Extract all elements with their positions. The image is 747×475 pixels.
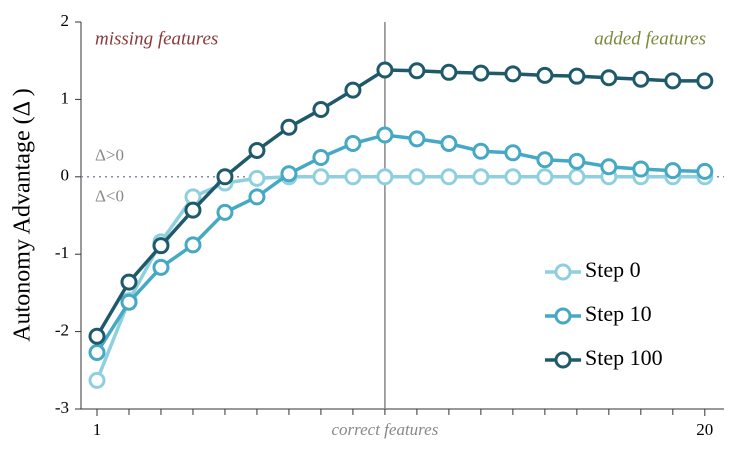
marker bbox=[440, 135, 458, 153]
marker bbox=[536, 168, 554, 186]
annotation: added features bbox=[594, 28, 706, 49]
legend-label: Step 10 bbox=[585, 301, 652, 326]
marker bbox=[504, 168, 522, 186]
marker bbox=[344, 168, 362, 186]
marker bbox=[376, 61, 394, 79]
y-tick-label: -1 bbox=[55, 243, 69, 262]
x-axis-label: correct features bbox=[331, 420, 438, 439]
marker bbox=[632, 70, 650, 88]
marker bbox=[216, 203, 234, 221]
annotation: missing features bbox=[95, 28, 218, 49]
marker bbox=[120, 293, 138, 311]
marker bbox=[568, 152, 586, 170]
legend-marker bbox=[554, 351, 572, 369]
annotation: Δ>0 bbox=[95, 146, 124, 165]
y-axis-label: Autonomy Advantage (Δ ) bbox=[10, 88, 36, 341]
marker bbox=[504, 65, 522, 83]
legend-label: Step 100 bbox=[585, 345, 663, 370]
marker bbox=[696, 72, 714, 90]
marker bbox=[408, 168, 426, 186]
marker bbox=[280, 118, 298, 136]
marker bbox=[600, 158, 618, 176]
marker bbox=[536, 151, 554, 169]
marker bbox=[184, 236, 202, 254]
marker bbox=[152, 258, 170, 276]
marker bbox=[536, 66, 554, 84]
marker bbox=[376, 126, 394, 144]
y-tick-label: -3 bbox=[55, 398, 69, 417]
marker bbox=[568, 168, 586, 186]
marker bbox=[472, 168, 490, 186]
marker bbox=[504, 144, 522, 162]
marker bbox=[440, 168, 458, 186]
x-tick-label: 1 bbox=[93, 420, 102, 439]
marker bbox=[632, 160, 650, 178]
marker bbox=[472, 142, 490, 160]
marker bbox=[440, 63, 458, 81]
marker bbox=[248, 169, 266, 187]
x-tick-label: 20 bbox=[696, 420, 713, 439]
marker bbox=[248, 188, 266, 206]
marker bbox=[664, 162, 682, 180]
marker bbox=[88, 327, 106, 345]
y-tick-label: 0 bbox=[61, 166, 70, 185]
marker bbox=[408, 62, 426, 80]
legend-marker bbox=[554, 263, 572, 281]
annotation: Δ<0 bbox=[95, 187, 124, 206]
legend-label: Step 0 bbox=[585, 257, 641, 282]
marker bbox=[344, 81, 362, 99]
marker bbox=[248, 141, 266, 159]
y-tick-label: -2 bbox=[55, 321, 69, 340]
marker bbox=[600, 69, 618, 87]
marker bbox=[312, 100, 330, 118]
marker bbox=[312, 168, 330, 186]
marker bbox=[216, 168, 234, 186]
legend-marker bbox=[554, 307, 572, 325]
marker bbox=[408, 130, 426, 148]
marker bbox=[568, 67, 586, 85]
marker bbox=[312, 148, 330, 166]
marker bbox=[664, 72, 682, 90]
marker bbox=[88, 371, 106, 389]
marker bbox=[344, 135, 362, 153]
y-tick-label: 1 bbox=[61, 88, 70, 107]
marker bbox=[472, 64, 490, 82]
marker bbox=[280, 165, 298, 183]
marker bbox=[120, 273, 138, 291]
marker bbox=[184, 201, 202, 219]
marker bbox=[152, 237, 170, 255]
y-tick-label: 2 bbox=[61, 11, 70, 30]
marker bbox=[88, 343, 106, 361]
marker bbox=[376, 168, 394, 186]
marker bbox=[696, 162, 714, 180]
